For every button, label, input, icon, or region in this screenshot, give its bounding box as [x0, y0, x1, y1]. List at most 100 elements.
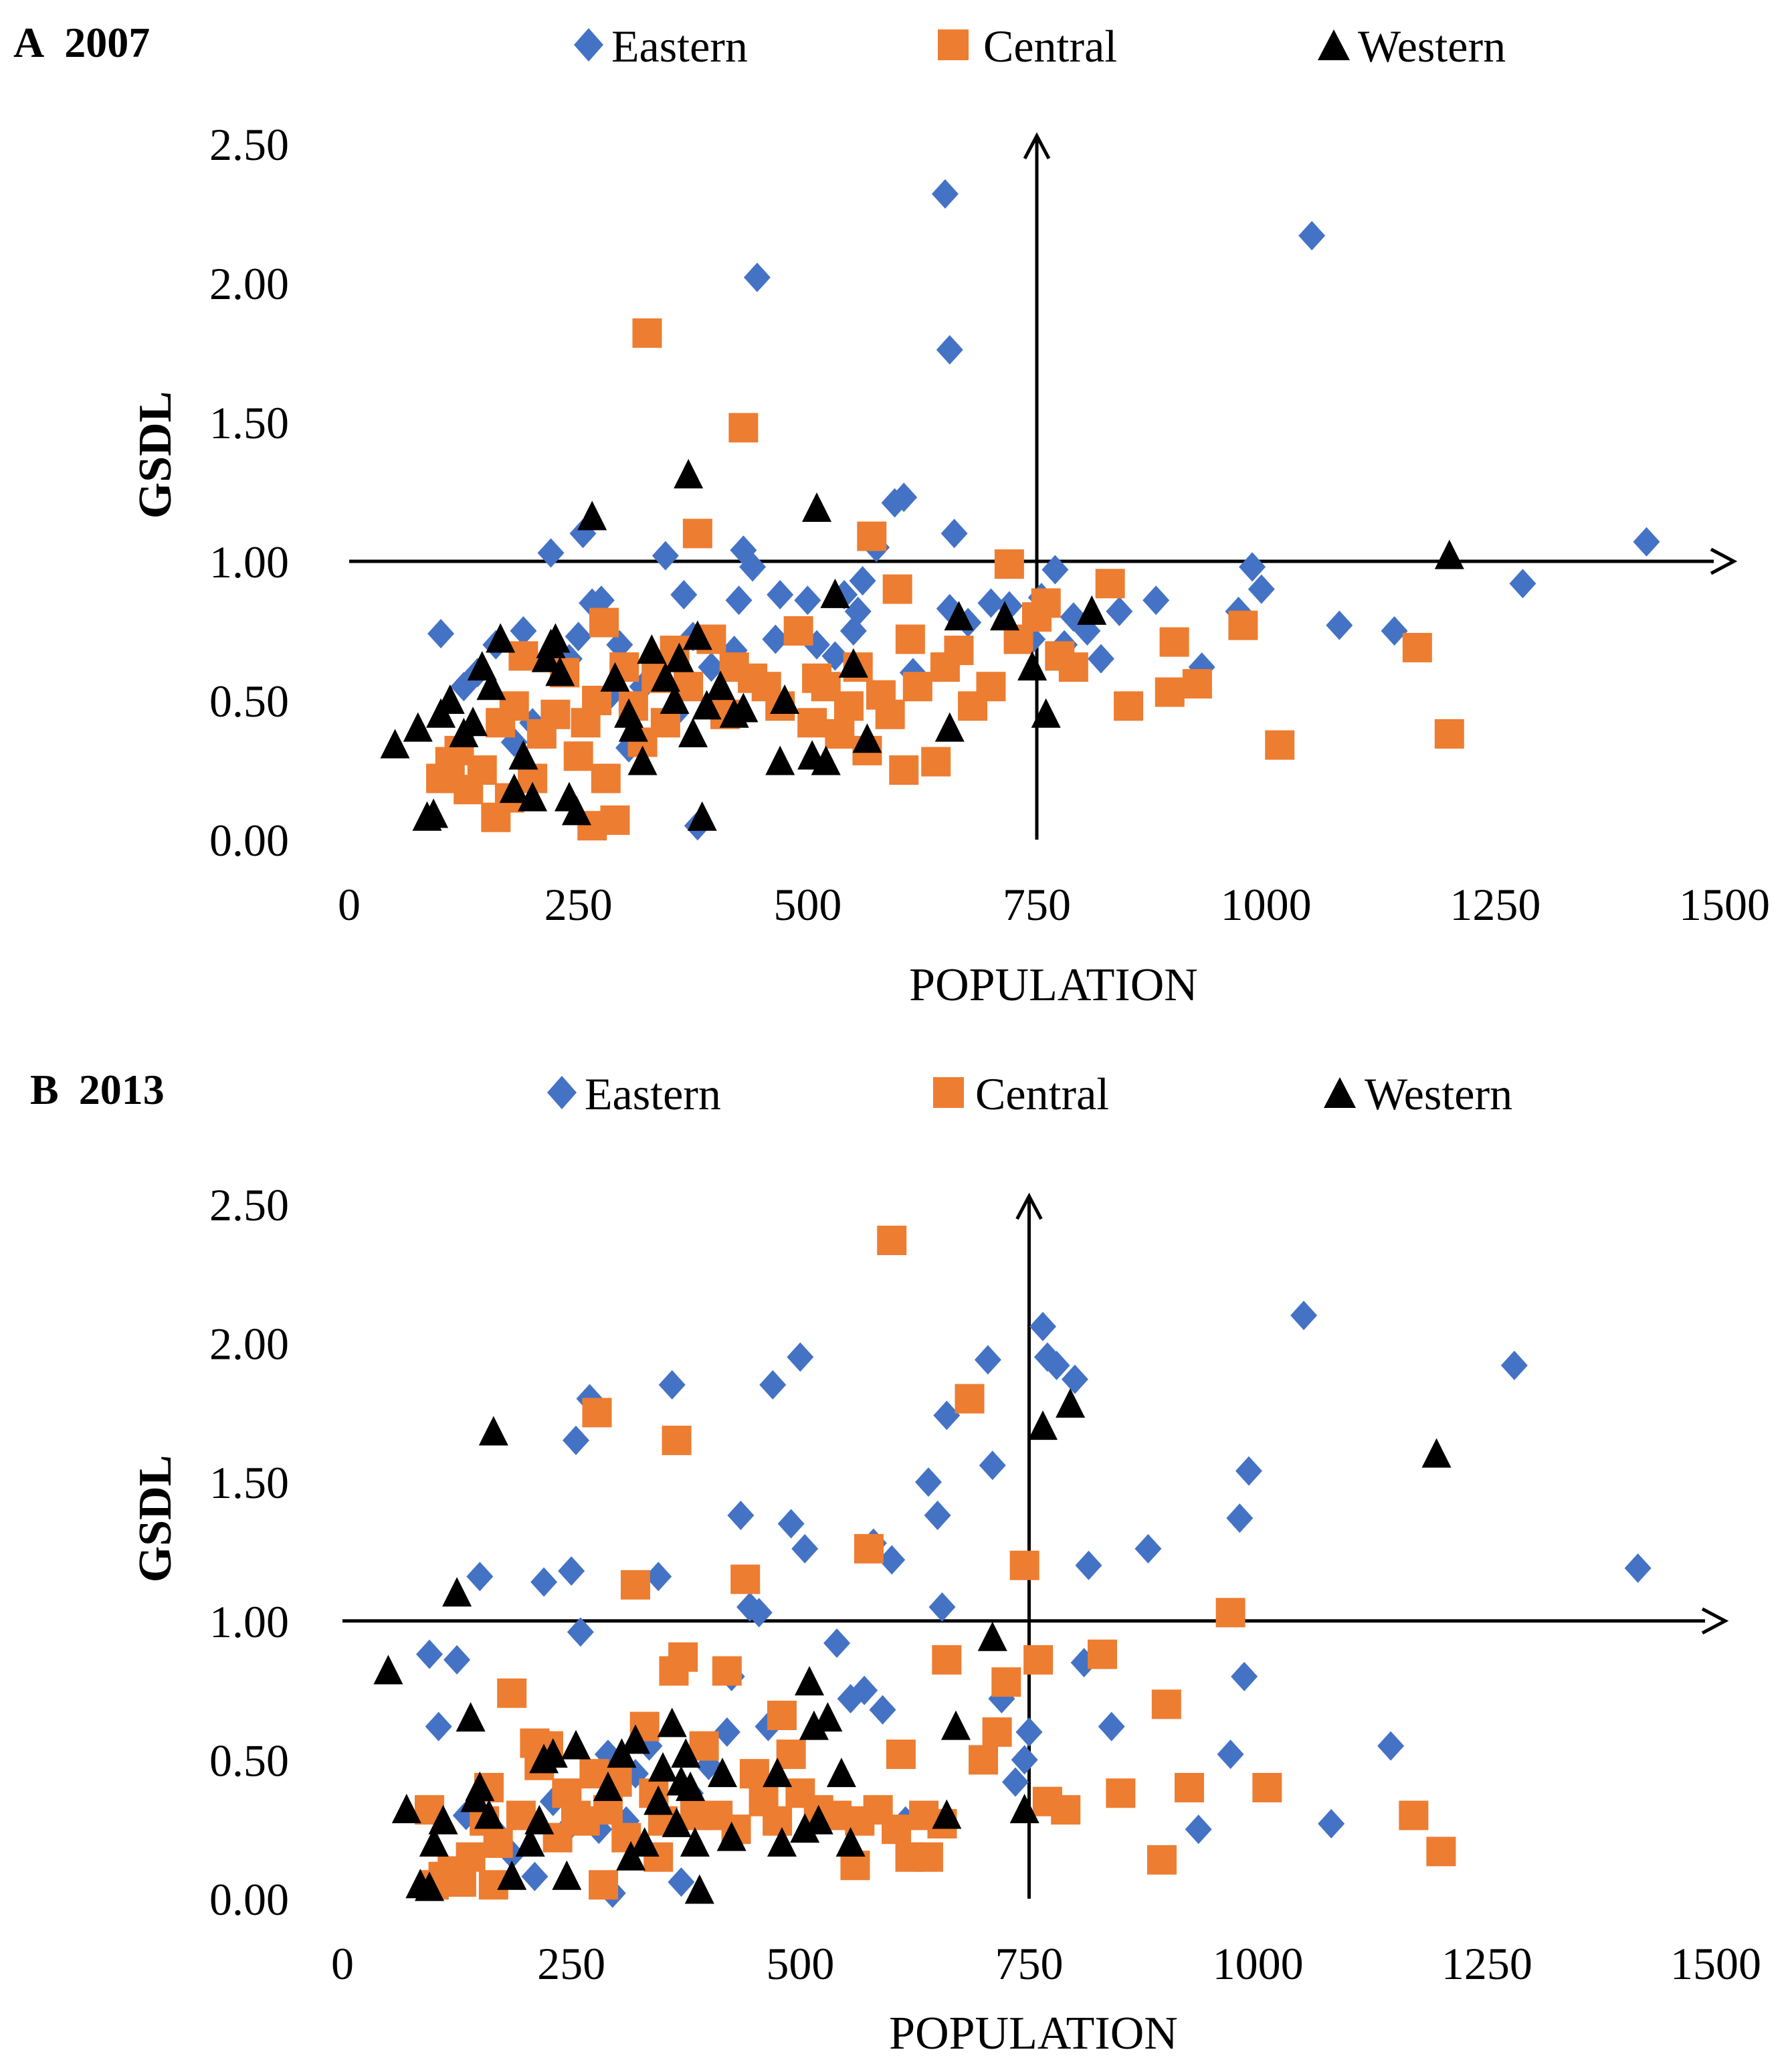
eastern-point: [1033, 1342, 1061, 1372]
western-point: [678, 717, 708, 747]
central-point: [877, 1225, 907, 1255]
eastern-point: [1106, 596, 1133, 626]
central-point: [1058, 652, 1088, 682]
central-point: [540, 699, 571, 729]
eastern-point: [425, 1711, 452, 1742]
central-point: [589, 607, 619, 638]
eastern-point: [670, 579, 698, 609]
central-point: [1114, 691, 1144, 721]
western-point: [813, 1702, 843, 1732]
eastern-point: [791, 1533, 819, 1564]
central-point: [730, 1564, 761, 1594]
eastern-point: [606, 630, 633, 660]
legend-square-marker: [933, 1077, 964, 1108]
western-point: [643, 1785, 674, 1815]
x-tick-label: 1250: [1441, 1938, 1532, 1989]
eastern-point: [652, 541, 679, 571]
central-point: [882, 1814, 912, 1845]
eastern-point: [1061, 1364, 1088, 1394]
eastern-point: [1290, 1301, 1318, 1331]
y-tick-label: 2.00: [209, 1319, 289, 1370]
legend-western-label: Western: [1365, 1068, 1512, 1119]
eastern-point: [1239, 552, 1266, 582]
western-point: [545, 656, 575, 686]
legend-diamond-marker: [547, 1076, 577, 1109]
legend-western-label: Western: [1358, 21, 1506, 72]
legend-triangle-marker: [1324, 1077, 1356, 1108]
legend-eastern-label: Eastern: [585, 1068, 721, 1119]
y-tick-label: 2.50: [209, 1180, 289, 1230]
eastern-point: [977, 588, 1005, 618]
western-point: [1434, 539, 1464, 569]
western-point: [990, 601, 1020, 631]
central-point: [913, 1842, 943, 1872]
western-point: [380, 729, 410, 759]
central-point: [600, 805, 630, 835]
central-point: [797, 708, 827, 738]
eastern-point: [1509, 569, 1536, 599]
eastern-point: [1381, 616, 1408, 646]
western-series: [373, 1388, 1452, 1904]
eastern-point: [762, 624, 789, 654]
eastern-point: [521, 1861, 549, 1891]
arrowhead-up: [1023, 132, 1051, 160]
western-point: [476, 670, 506, 700]
western-point: [458, 707, 488, 737]
eastern-point: [759, 1370, 787, 1400]
western-point: [684, 1874, 714, 1904]
x-tick-label: 1000: [1213, 1938, 1304, 1989]
western-point: [664, 642, 694, 672]
central-point: [889, 755, 919, 785]
eastern-point: [587, 585, 615, 616]
arrowhead-right: [1701, 1607, 1729, 1635]
eastern-point: [530, 1567, 558, 1597]
x-tick-label: 500: [766, 1938, 834, 1989]
western-point: [456, 1702, 486, 1732]
central-point: [1434, 719, 1464, 749]
western-point: [674, 459, 704, 489]
central-point: [467, 755, 497, 785]
panel-b-label: B 2013: [30, 1066, 165, 1113]
eastern-point: [823, 1628, 851, 1659]
central-point: [875, 699, 905, 729]
western-point: [795, 1666, 825, 1696]
legend-central-label: Central: [975, 1068, 1109, 1119]
western-point: [442, 1577, 472, 1607]
western-point: [802, 492, 832, 522]
legend-eastern-label: Eastern: [611, 21, 748, 72]
central-point: [508, 641, 538, 671]
western-point: [435, 684, 465, 714]
eastern-point: [1185, 1814, 1212, 1845]
legend-square-marker: [938, 29, 969, 60]
western-point: [648, 1752, 678, 1782]
eastern-point: [1043, 1350, 1070, 1380]
central-point: [825, 719, 855, 749]
central-point: [1151, 1689, 1181, 1719]
central-point: [620, 1570, 650, 1600]
central-point: [783, 616, 813, 646]
western-point: [486, 623, 516, 653]
y-tick-labels: 0.00 0.50 1.00 1.50 2.00 2.50: [209, 119, 289, 866]
x-tick-label: 1250: [1450, 879, 1540, 930]
central-point: [1182, 669, 1212, 699]
central-point: [882, 574, 912, 604]
eastern-point: [558, 1556, 585, 1586]
central-point: [767, 1700, 797, 1730]
central-point: [1009, 1550, 1039, 1580]
western-point: [835, 1826, 866, 1857]
western-point: [620, 1724, 650, 1754]
x-tick-label: 500: [773, 879, 841, 930]
central-point: [662, 1425, 692, 1455]
eastern-point: [844, 596, 872, 626]
central-point: [563, 741, 593, 771]
central-point: [1265, 730, 1295, 760]
central-point: [1399, 1800, 1429, 1830]
central-point: [499, 691, 529, 721]
eastern-point: [427, 619, 455, 649]
arrowhead-up: [1015, 1192, 1043, 1220]
eastern-point: [1500, 1350, 1528, 1380]
western-point: [728, 692, 759, 723]
central-point: [712, 1656, 742, 1686]
central-point: [1095, 569, 1125, 599]
y-tick-labels: 0.00 0.50 1.00 1.50 2.00 2.50: [209, 1180, 289, 1925]
